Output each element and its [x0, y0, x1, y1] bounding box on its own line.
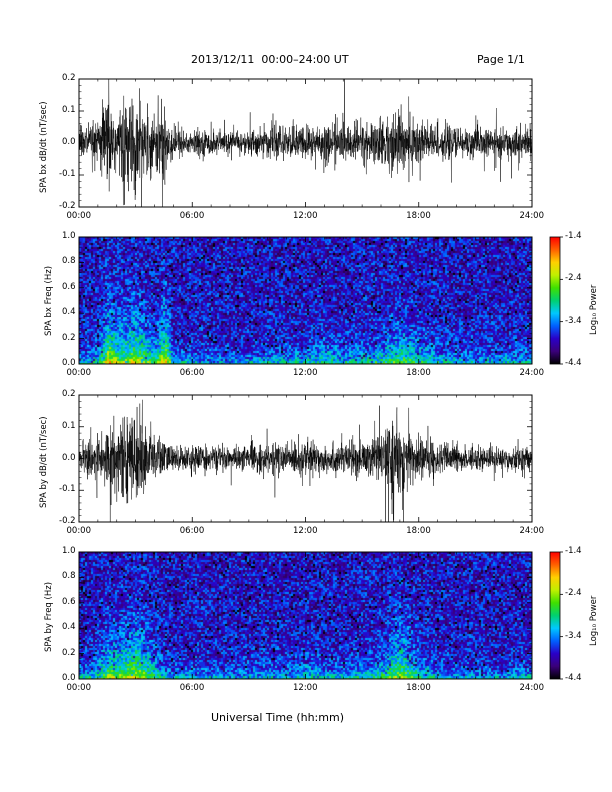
x-tick-label: 12:00 — [293, 526, 318, 536]
panel2-spectrogram — [79, 237, 532, 364]
x-tick-label: 24:00 — [519, 211, 545, 221]
x-tick-label: 00:00 — [66, 526, 92, 536]
colorbar-tick-label: -4.4 — [565, 673, 582, 683]
panel1-series-line — [78, 78, 533, 208]
x-tick-label: 24:00 — [519, 368, 545, 378]
y-tick-label: -0.1 — [59, 169, 76, 179]
x-tick-label: 18:00 — [406, 368, 431, 378]
y-tick-label: 0.1 — [62, 420, 76, 431]
x-tick-label: 24:00 — [519, 683, 545, 693]
colorbar1 — [549, 236, 561, 365]
y-tick-label: 0.0 — [62, 452, 76, 463]
page-number: Page 1/1 — [477, 53, 525, 66]
colorbar-tick-label: -2.4 — [565, 588, 582, 599]
panel4-spectrogram — [79, 552, 532, 679]
x-tick-label: 12:00 — [293, 683, 318, 693]
y-tick-label: 0.4 — [62, 622, 76, 633]
y-tick-label: 0.2 — [62, 73, 76, 83]
x-tick-label: 00:00 — [66, 368, 92, 378]
x-tick-label: 06:00 — [179, 526, 205, 536]
panel4-frame — [78, 551, 533, 680]
y-tick-label: 0.0 — [62, 673, 76, 683]
colorbar2 — [549, 551, 561, 680]
x-tick-label: 12:00 — [293, 368, 318, 378]
y-tick-label: -0.1 — [59, 484, 76, 495]
x-tick-label: 06:00 — [179, 683, 205, 693]
y-tick-label: 0.2 — [62, 332, 76, 343]
y-tick-label: 0.2 — [62, 389, 76, 399]
panel3-series-line — [78, 399, 533, 523]
y-tick-label: 1.0 — [62, 546, 76, 556]
colorbar-tick-label: -3.4 — [565, 630, 582, 641]
x-tick-label: 18:00 — [406, 211, 431, 221]
colorbar-tick-label: -3.4 — [565, 315, 582, 326]
x-tick-label: 06:00 — [179, 368, 205, 378]
x-tick-label: 12:00 — [293, 211, 318, 221]
colorbar-tick-label: -2.4 — [565, 273, 582, 284]
y-tick-label: 0.8 — [62, 256, 76, 267]
x-axis-title: Universal Time (hh:mm) — [211, 711, 344, 724]
chart-title: 2013/12/11 00:00–24:00 UT — [191, 53, 349, 66]
colorbar-tick-label: -1.4 — [565, 546, 582, 556]
panel2-frame — [78, 236, 533, 365]
y-tick-label: 0.0 — [62, 137, 76, 147]
x-tick-label: 18:00 — [406, 683, 431, 693]
x-tick-label: 06:00 — [179, 211, 205, 221]
y-tick-label: 0.2 — [62, 647, 76, 658]
y-tick-label: 0.0 — [62, 358, 76, 368]
y-tick-label: 1.0 — [62, 231, 76, 241]
x-tick-label: 00:00 — [66, 211, 92, 221]
x-tick-label: 00:00 — [66, 683, 92, 693]
y-tick-label: -0.2 — [59, 516, 76, 526]
colorbar-tick-label: -1.4 — [565, 231, 582, 241]
y-tick-label: 0.8 — [62, 571, 76, 582]
x-tick-label: 24:00 — [519, 526, 545, 536]
y-tick-label: 0.4 — [62, 307, 76, 318]
y-tick-label: -0.2 — [59, 201, 76, 211]
y-tick-label: 0.6 — [62, 281, 76, 292]
y-tick-label: 0.6 — [62, 596, 76, 607]
y-tick-label: 0.1 — [62, 105, 76, 115]
colorbar-tick-label: -4.4 — [565, 358, 582, 368]
x-tick-label: 18:00 — [406, 526, 431, 536]
